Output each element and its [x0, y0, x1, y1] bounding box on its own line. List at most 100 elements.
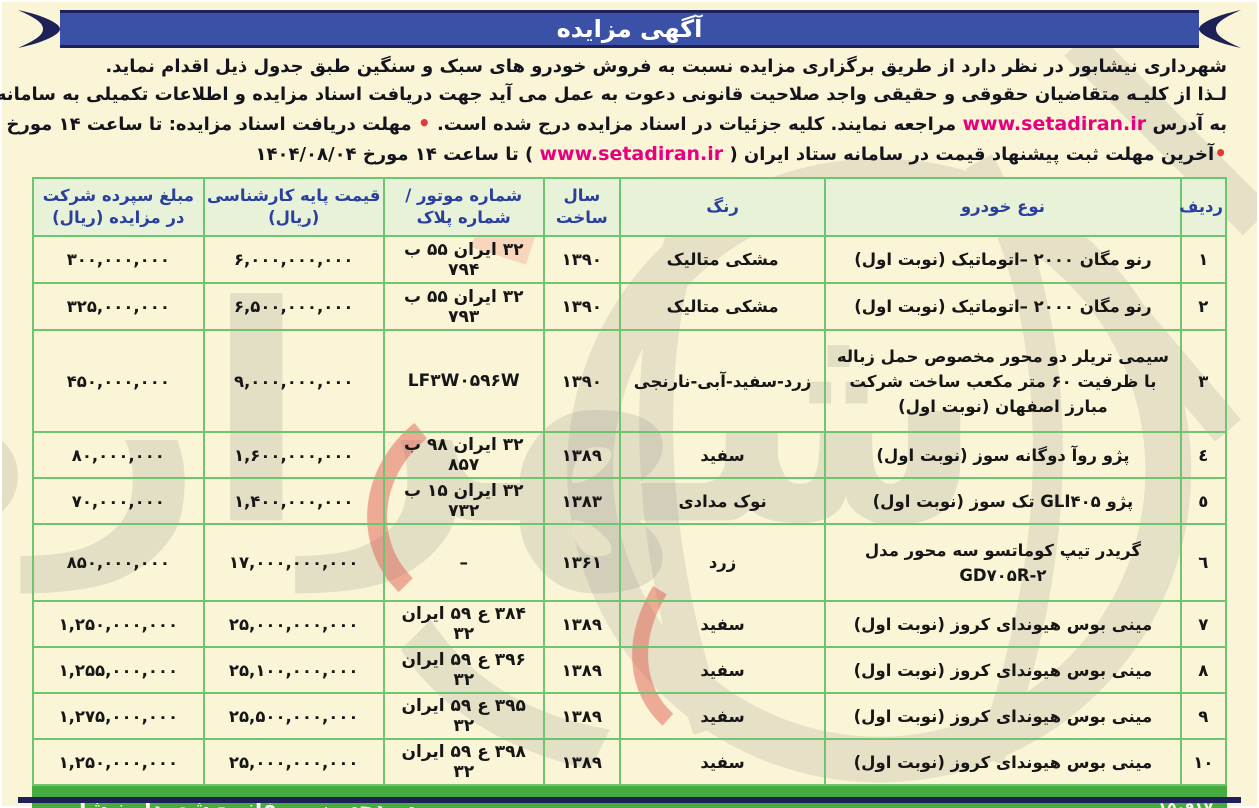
- cell-radif: ۸: [1179, 646, 1228, 694]
- header-year-line1: سال: [563, 186, 601, 205]
- cell-price: ۶,۵۰۰,۰۰۰,۰۰۰: [202, 282, 385, 331]
- cell-price: ۹,۰۰۰,۰۰۰,۰۰۰: [202, 329, 385, 433]
- cell-deposit: ۷۰,۰۰۰,۰۰۰: [32, 477, 205, 525]
- ad-serial-number: ۱۵۰۹۱۷: [1158, 798, 1213, 808]
- table-row: ٤ پژو روآ دوگانه سوز (نوبت اول) سفید ۱۳۸…: [32, 431, 1228, 479]
- cell-radif: ۲: [1179, 282, 1228, 331]
- header-vehicle: نوع خودرو: [824, 177, 1182, 237]
- intro-line-2-text: لـذا از کلیـه متقاضیان حقوقی و حقیقی واج…: [0, 84, 1227, 105]
- cell-color: سفید: [618, 738, 827, 786]
- cell-vehicle: مینی بوس هیوندای کروز (نوبت اول): [824, 646, 1182, 694]
- cell-year: ۱۳۸۹: [542, 431, 621, 479]
- cell-radif: ٥: [1179, 477, 1228, 525]
- cell-price: ۱,۶۰۰,۰۰۰,۰۰۰: [202, 431, 385, 479]
- cell-plate: ۳۲ ایران ۵۵ ب ۷۹۴: [382, 235, 545, 284]
- intro-line-3: به آدرس www.setadiran.ir مراجعه نمایند. …: [0, 109, 1227, 139]
- cell-year: ۱۳۸۹: [542, 738, 621, 786]
- header-color: رنگ: [618, 177, 827, 237]
- cell-year: ۱۳۸۳: [542, 477, 621, 525]
- header-plate-line2: شماره پلاک: [416, 208, 511, 227]
- cell-price: ۲۵,۰۰۰,۰۰۰,۰۰۰: [202, 600, 385, 648]
- table-row: ٦ گریدر تیپ کوماتسو سه محور مدل GD۷۰۵R-۲…: [32, 523, 1228, 602]
- cell-radif: ٤: [1179, 431, 1228, 479]
- setadiran-url-link[interactable]: www.setadiran.ir: [962, 113, 1147, 135]
- intro-paragraph: شهرداری نیشابور در نظر دارد از طریق برگز…: [0, 53, 1228, 169]
- header-deposit: مبلغ سپرده شرکت در مزایده (ریال): [32, 177, 205, 237]
- page-title: آگهی مزایده: [556, 15, 703, 43]
- cell-color: نوک مدادی: [618, 477, 827, 525]
- cell-vehicle: مینی بوس هیوندای کروز (نوبت اول): [824, 600, 1182, 648]
- cell-plate: ۳۹۸ ع ۵۹ ایران ۳۲: [382, 738, 545, 786]
- cell-price: ۲۵,۰۰۰,۰۰۰,۰۰۰: [202, 738, 385, 786]
- cell-vehicle: سیمی تریلر دو محور مخصوص حمل زباله با ظر…: [824, 329, 1182, 433]
- auction-table-wrap: ردیف نوع خودرو رنگ سال ساخت شماره موتور /…: [32, 177, 1228, 786]
- cell-price: ۶,۰۰۰,۰۰۰,۰۰۰: [202, 235, 385, 284]
- header-price-line1: قیمت پایه کارشناسی: [206, 186, 381, 205]
- table-row: ۳ سیمی تریلر دو محور مخصوص حمل زباله با …: [32, 329, 1228, 433]
- cell-vehicle: مینی بوس هیوندای کروز (نوبت اول): [824, 738, 1182, 786]
- table-row: ٥ پژو GLI۴۰۵ تک سوز (نوبت اول) نوک مدادی…: [32, 477, 1228, 525]
- bullet-icon: •: [1214, 141, 1227, 165]
- cell-deposit: ۳۲۵,۰۰۰,۰۰۰: [32, 282, 205, 331]
- bullet-icon: •: [417, 111, 431, 135]
- cell-deposit: ۱,۲۷۵,۰۰۰,۰۰۰: [32, 692, 205, 740]
- table-header-row: ردیف نوع خودرو رنگ سال ساخت شماره موتور /…: [32, 177, 1228, 237]
- cell-plate: ۳۲ ایران ۱۵ ب ۷۳۲: [382, 477, 545, 525]
- cell-vehicle: مینی بوس هیوندای کروز (نوبت اول): [824, 692, 1182, 740]
- cell-color: زرد: [618, 523, 827, 602]
- cell-color: زرد-سفید-آبی-نارنجی: [618, 329, 827, 433]
- cell-radif: ۱۰: [1179, 738, 1228, 786]
- cell-vehicle: رنو مگان ۲۰۰۰ –اتوماتیک (نوبت اول): [824, 235, 1182, 284]
- cell-color: سفید: [618, 431, 827, 479]
- header-year: سال ساخت: [542, 177, 621, 237]
- header-deposit-line1: مبلغ سپرده شرکت: [42, 186, 195, 205]
- intro-line-4: •آخرین مهلت ثبت پیشنهاد قیمت در سامانه س…: [32, 139, 1228, 169]
- cell-price: ۲۵,۵۰۰,۰۰۰,۰۰۰: [202, 692, 385, 740]
- intro-line-4-suffix: ) تا ساعت ۱۴ مورخ ۱۴۰۴/۰۸/۰۴: [255, 144, 540, 165]
- cell-price: ۱,۴۰۰,۰۰۰,۰۰۰: [202, 477, 385, 525]
- table-row: ۱ رنو مگان ۲۰۰۰ –اتوماتیک (نوبت اول) مشک…: [32, 235, 1228, 284]
- intro-line-3-prefix: به آدرس: [1146, 114, 1227, 135]
- table-row: ۲ رنو مگان ۲۰۰۰ –اتوماتیک (نوبت اول) مشک…: [32, 282, 1228, 331]
- cell-color: سفید: [618, 692, 827, 740]
- cell-vehicle: پژو روآ دوگانه سوز (نوبت اول): [824, 431, 1182, 479]
- cell-plate: ۳۹۶ ع ۵۹ ایران ۳۲: [382, 646, 545, 694]
- cell-radif: ٦: [1179, 523, 1228, 602]
- cell-radif: ۷: [1179, 600, 1228, 648]
- intro-line-4-prefix: آخرین مهلت ثبت پیشنهاد قیمت در سامانه ست…: [723, 144, 1215, 165]
- cell-deposit: ۳۰۰,۰۰۰,۰۰۰: [32, 235, 205, 284]
- bottom-frame-strip: [18, 797, 1241, 803]
- intro-line-1: شهرداری نیشابور در نظر دارد از طریق برگز…: [32, 53, 1227, 81]
- cell-deposit: ۱,۲۵۵,۰۰۰,۰۰۰: [32, 646, 205, 694]
- header-radif-label: ردیف: [1179, 197, 1223, 216]
- cell-year: ۱۳۶۱: [542, 523, 621, 602]
- intro-line-2: لـذا از کلیـه متقاضیان حقوقی و حقیقی واج…: [0, 81, 1227, 109]
- cell-radif: ۳: [1179, 329, 1228, 433]
- cell-year: ۱۳۸۹: [542, 646, 621, 694]
- cell-radif: ۱: [1179, 235, 1228, 284]
- table-row: ۱۰ مینی بوس هیوندای کروز (نوبت اول) سفید…: [32, 738, 1228, 786]
- cell-deposit: ۸۵۰,۰۰۰,۰۰۰: [32, 523, 205, 602]
- intro-line-1-text: شهرداری نیشابور در نظر دارد از طریق برگز…: [105, 56, 1227, 77]
- auction-table: ردیف نوع خودرو رنگ سال ساخت شماره موتور /…: [32, 177, 1228, 786]
- cell-deposit: ۸۰,۰۰۰,۰۰۰: [32, 431, 205, 479]
- cell-plate: –: [382, 523, 545, 602]
- cell-color: مشکی متالیک: [618, 235, 827, 284]
- cell-plate: ۳۲ ایران ۵۵ ب ۷۹۳: [382, 282, 545, 331]
- cell-plate: ۳۹۵ ع ۵۹ ایران ۳۲: [382, 692, 545, 740]
- header-price: قیمت پایه کارشناسی (ریال): [202, 177, 385, 237]
- banner-ornament-left-icon: [18, 10, 60, 48]
- cell-year: ۱۳۹۰: [542, 329, 621, 433]
- header-color-label: رنگ: [706, 197, 739, 216]
- cell-color: سفید: [618, 600, 827, 648]
- header-deposit-line2: در مزایده (ریال): [52, 208, 185, 227]
- cell-year: ۱۳۸۹: [542, 692, 621, 740]
- table-row: ۸ مینی بوس هیوندای کروز (نوبت اول) سفید …: [32, 646, 1228, 694]
- cell-plate: ۳۸۴ ع ۵۹ ایران ۳۲: [382, 600, 545, 648]
- cell-deposit: ۴۵۰,۰۰۰,۰۰۰: [32, 329, 205, 433]
- setadiran-url-link[interactable]: www.setadiran.ir: [539, 143, 724, 165]
- cell-year: ۱۳۸۹: [542, 600, 621, 648]
- cell-price: ۱۷,۰۰۰,۰۰۰,۰۰۰: [202, 523, 385, 602]
- header-plate: شماره موتور / شماره پلاک: [382, 177, 545, 237]
- banner: آگهی مزایده: [18, 10, 1241, 48]
